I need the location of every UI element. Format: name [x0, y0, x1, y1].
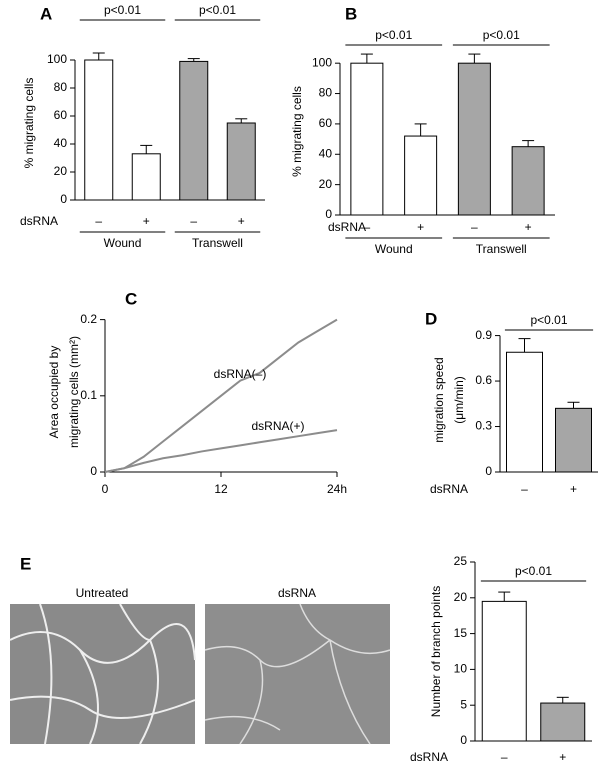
- y-tick-label: 0: [460, 733, 467, 747]
- y-tick-label: 80: [319, 86, 333, 100]
- y-tick-label: 25: [454, 554, 468, 568]
- bar: [179, 60, 209, 201]
- line: [104, 318, 338, 473]
- significance-label: p<0.01: [199, 3, 236, 17]
- panel-letter: D: [425, 309, 437, 328]
- y-tick-label: 60: [54, 108, 68, 122]
- x-tick-label: +: [143, 214, 150, 228]
- panel-letter: B: [345, 4, 357, 23]
- significance-label: p<0.01: [104, 3, 141, 17]
- y-tick-label: 0.1: [80, 388, 97, 402]
- series-label: dsRNA(+): [251, 419, 304, 433]
- y-axis-label: migrating cells (mm²): [67, 336, 81, 448]
- y-tick-label: 20: [454, 590, 468, 604]
- significance-label: p<0.01: [375, 28, 412, 42]
- bar: [555, 407, 592, 473]
- panel-letter: C: [125, 289, 137, 308]
- bar: [131, 153, 161, 201]
- y-tick-label: 0.3: [475, 419, 492, 433]
- y-tick-label: 40: [54, 136, 68, 150]
- y-tick-label: 100: [312, 55, 332, 69]
- row-label: dsRNA: [430, 482, 468, 496]
- x-tick-label: –: [364, 220, 371, 234]
- image-untreated: [10, 604, 195, 744]
- y-axis-label: % migrating cells: [22, 78, 36, 169]
- x-tick-label: +: [570, 482, 577, 496]
- bar: [350, 62, 384, 216]
- x-tick-label: –: [471, 220, 478, 234]
- y-tick-label: 0: [325, 207, 332, 221]
- y-tick-label: 0: [90, 464, 97, 478]
- row-label: dsRNA: [20, 214, 58, 228]
- row-label: dsRNA: [410, 750, 448, 764]
- y-tick-label: 40: [319, 146, 333, 160]
- y-tick-label: 100: [47, 52, 67, 66]
- y-tick-label: 5: [460, 697, 467, 711]
- y-tick-label: 60: [319, 116, 333, 130]
- bar: [481, 600, 527, 742]
- y-tick-label: 0.2: [80, 312, 97, 326]
- group-label: Wound: [375, 242, 413, 256]
- y-tick-label: 80: [54, 80, 68, 94]
- y-axis-label: Area occupied by: [47, 346, 61, 439]
- y-tick-label: 10: [454, 662, 468, 676]
- significance-label: p<0.01: [530, 313, 567, 327]
- line: [104, 429, 338, 473]
- y-axis-label: (μm/min): [452, 376, 466, 424]
- group-label: Wound: [104, 236, 142, 250]
- x-tick-label: 12: [214, 482, 228, 496]
- x-tick-label: +: [525, 220, 532, 234]
- x-tick-label: –: [501, 750, 508, 764]
- x-tick-label: 0: [102, 482, 109, 496]
- y-tick-label: 0: [60, 192, 67, 206]
- group-label: Transwell: [476, 242, 527, 256]
- bar: [540, 702, 586, 742]
- x-tick-label: +: [238, 214, 245, 228]
- y-tick-label: 0.6: [475, 373, 492, 387]
- y-axis-label: migration speed: [432, 357, 446, 442]
- significance-label: p<0.01: [515, 564, 552, 578]
- image-label: Untreated: [76, 586, 129, 600]
- y-tick-label: 20: [54, 164, 68, 178]
- bar: [511, 146, 545, 216]
- y-tick-label: 0.9: [475, 328, 492, 342]
- image-label: dsRNA: [278, 586, 316, 600]
- y-tick-label: 0: [485, 464, 492, 478]
- micrographs: [9, 603, 391, 745]
- y-tick-label: 20: [319, 177, 333, 191]
- x-tick-label: –: [95, 214, 102, 228]
- bar: [84, 59, 114, 201]
- bar: [457, 62, 491, 216]
- bar: [506, 351, 543, 473]
- series-label: dsRNA(–): [214, 367, 267, 381]
- network: [204, 603, 391, 745]
- significance-label: p<0.01: [483, 28, 520, 42]
- bar: [226, 122, 256, 201]
- group-label: Transwell: [192, 236, 243, 250]
- network: [9, 603, 196, 745]
- x-tick-label: +: [417, 220, 424, 234]
- bar: [404, 135, 438, 216]
- y-tick-label: 15: [454, 626, 468, 640]
- row-label: dsRNA: [328, 220, 366, 234]
- x-tick-label: 24h: [327, 482, 347, 496]
- x-tick-label: –: [521, 482, 528, 496]
- image-dsrna: [205, 604, 390, 744]
- panel-letter: E: [20, 554, 31, 573]
- x-tick-label: –: [190, 214, 197, 228]
- y-axis-label: % migrating cells: [290, 86, 304, 177]
- y-axis-label: Number of branch points: [429, 586, 443, 717]
- panel-letter: A: [40, 4, 52, 23]
- x-tick-label: +: [559, 750, 566, 764]
